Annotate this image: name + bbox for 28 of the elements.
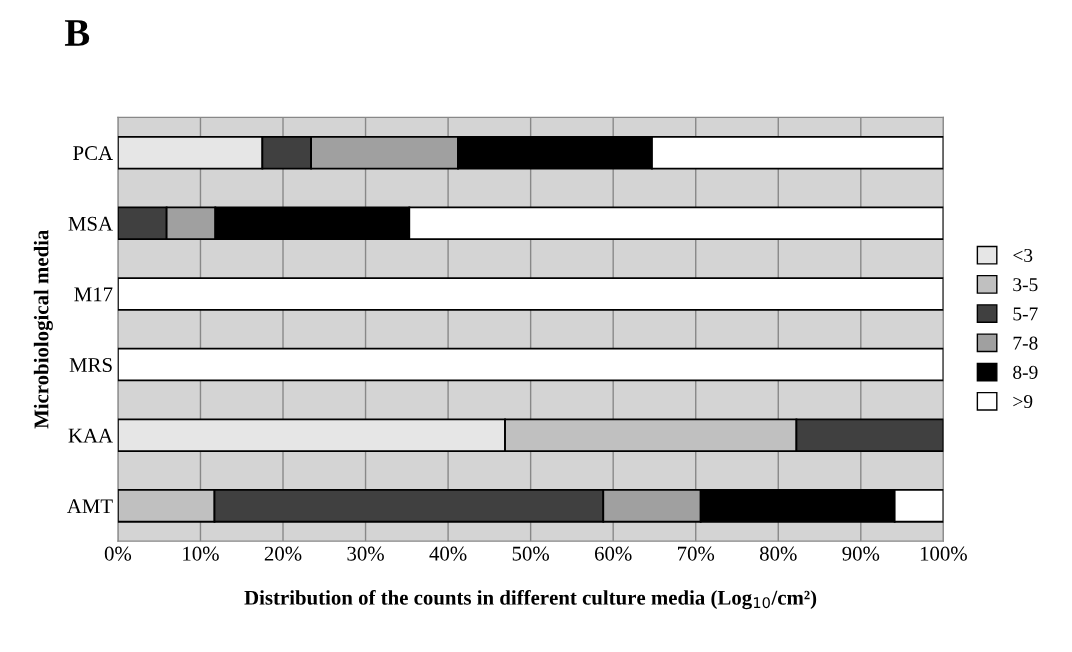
x-tick-label: 20% <box>264 546 302 561</box>
y-tick-label: PCA <box>73 146 113 161</box>
legend-label: 8-9 <box>1013 365 1038 379</box>
x-tick-label: 40% <box>429 546 467 561</box>
y-tick-label: KAA <box>68 428 113 443</box>
legend-label: 7-8 <box>1013 336 1038 350</box>
y-tick-label: MRS <box>69 358 112 373</box>
bar <box>117 277 944 311</box>
x-tick-label: 90% <box>842 546 880 561</box>
chart-title: B <box>64 20 90 46</box>
y-axis-title: Microbiological media <box>33 229 53 429</box>
x-tick-label: 80% <box>759 546 797 561</box>
x-tick-label: 100% <box>920 546 967 561</box>
x-axis-title: Distribution of the counts in different culture media (Log$_{10}$/cm²) <box>244 589 817 610</box>
legend-label: >9 <box>1013 395 1033 409</box>
legend-label: 5-7 <box>1013 307 1038 321</box>
x-tick-label: 60% <box>594 546 632 561</box>
y-tick-label: MSA <box>68 216 113 231</box>
x-tick-label: 10% <box>183 546 219 561</box>
x-tick-label: 70% <box>678 546 715 561</box>
bar <box>117 347 944 382</box>
y-tick-label: M17 <box>74 287 113 302</box>
legend-label: <3 <box>1013 248 1033 262</box>
x-tick-label: 30% <box>347 546 384 561</box>
x-tick-label: 0% <box>104 546 132 561</box>
y-tick-label: AMT <box>66 499 113 514</box>
x-tick-label: 50% <box>512 546 550 561</box>
legend-label: 3-5 <box>1013 278 1038 292</box>
